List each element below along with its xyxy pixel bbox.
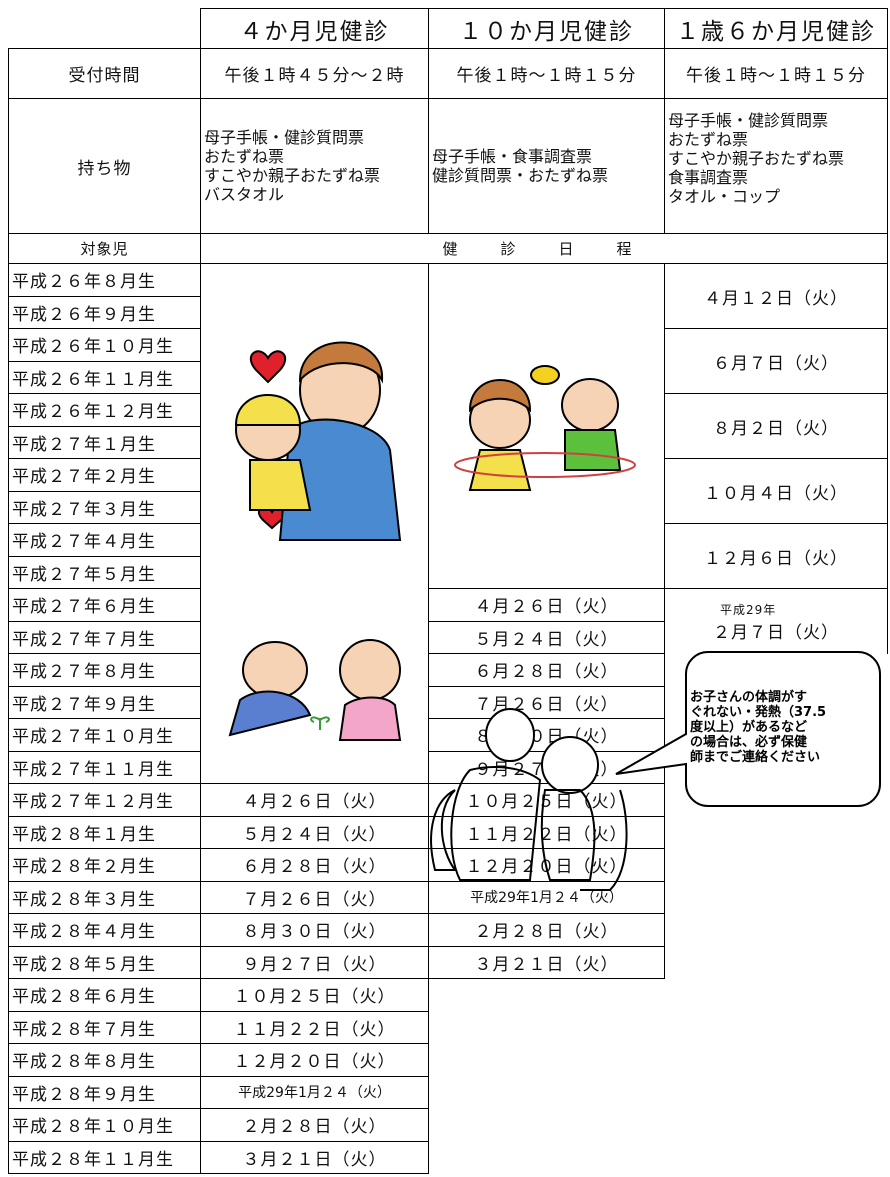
item: 母子手帳・健診質問票 (204, 128, 365, 147)
item: 母子手帳・健診質問票 (668, 111, 829, 130)
mother-baby (234, 341, 402, 541)
date-part: 平成29年 (720, 602, 777, 617)
note-line: の場合は、必ず保健 (690, 735, 808, 750)
note-line: ぐれない・発熱（37.5 (690, 705, 827, 720)
item: すこやか親子おたずね票 (668, 149, 845, 168)
note-line: お子さんの体調がす (690, 690, 808, 705)
column-header: ４か月児健診 (200, 8, 429, 49)
items-cell: 母子手帳・食事調査票 健診質問票・おたずね票 (428, 98, 665, 234)
note-line: 師までご連絡ください (690, 750, 821, 765)
note-line: 度以上）があるなど (690, 720, 808, 735)
item: タオル・コップ (668, 187, 781, 206)
item: 母子手帳・食事調査票 (432, 147, 593, 166)
kids-hoop (454, 365, 636, 491)
speech-bubble (615, 651, 881, 807)
column-header: １０か月児健診 (428, 8, 665, 49)
doctor (430, 708, 628, 891)
items-cell: 母子手帳・健診質問票 おたずね票 すこやか親子おたずね票 食事調査票 タオル・コップ (664, 98, 888, 234)
item: 健診質問票・おたずね票 (432, 166, 609, 185)
note: お子さんの体調がす ぐれない・発熱（37.5 度以上）があるなど の場合は、必ず保健師… (690, 690, 870, 765)
item: おたずね票 (668, 130, 749, 149)
date-part: ２月７日（火） (713, 622, 839, 643)
item: 食事調査票 (668, 168, 749, 187)
crawling-babies (228, 639, 402, 741)
column-header: １歳６か月児健診 (664, 8, 888, 49)
item: すこやか親子おたずね票 (204, 166, 381, 185)
item: バスタオル (204, 185, 285, 204)
item: おたずね票 (204, 147, 285, 166)
